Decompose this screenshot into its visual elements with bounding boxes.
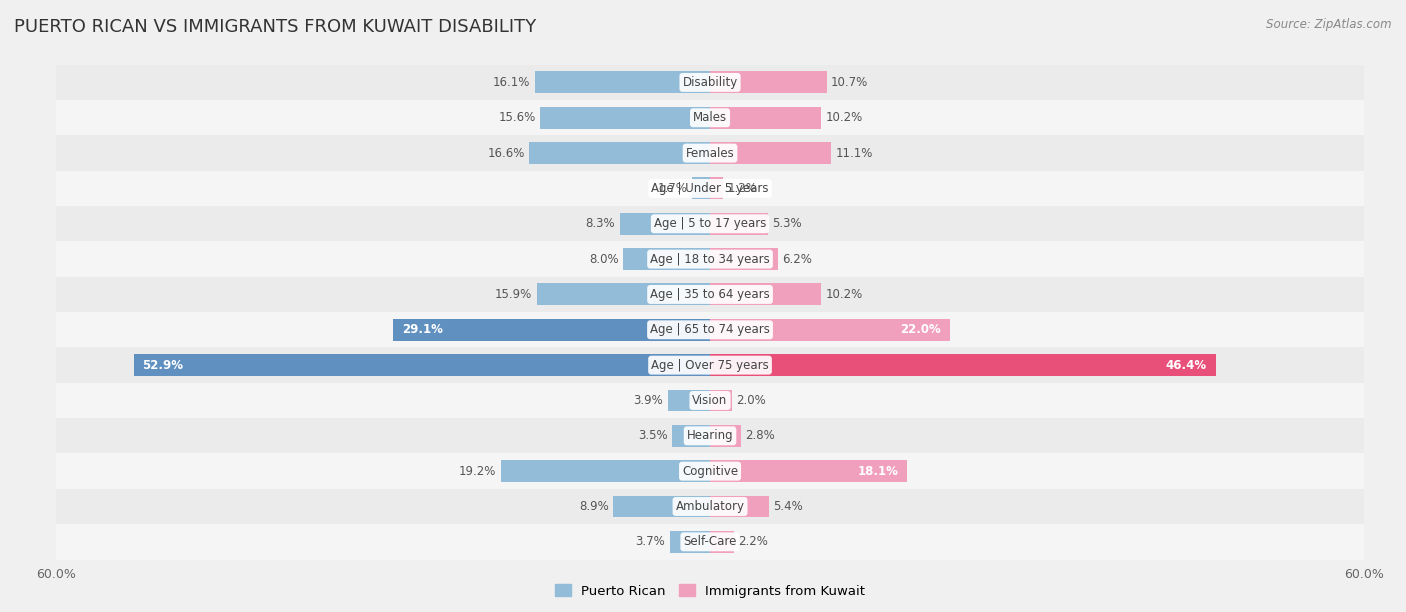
Text: 46.4%: 46.4% [1166,359,1206,371]
Bar [529,142,710,164]
Bar [613,496,710,518]
Text: 15.6%: 15.6% [499,111,536,124]
Bar [710,389,731,411]
Bar [710,72,827,94]
Text: Vision: Vision [692,394,728,407]
Text: 1.2%: 1.2% [727,182,758,195]
Bar [710,496,769,518]
Bar [710,106,821,129]
Bar [710,319,950,341]
Bar [392,319,710,341]
Bar [134,354,710,376]
Text: Age | 35 to 64 years: Age | 35 to 64 years [650,288,770,301]
Bar [668,389,710,411]
Bar [56,418,1364,453]
Text: Age | 65 to 74 years: Age | 65 to 74 years [650,323,770,336]
Bar [710,354,1216,376]
Text: 3.9%: 3.9% [634,394,664,407]
Bar [710,460,907,482]
Text: 18.1%: 18.1% [858,465,898,477]
Bar [537,283,710,305]
Bar [56,100,1364,135]
Text: 2.0%: 2.0% [737,394,766,407]
Bar [710,283,821,305]
Bar [710,425,741,447]
Text: 8.9%: 8.9% [579,500,609,513]
Bar [56,453,1364,489]
Bar [710,213,768,235]
Bar [56,65,1364,100]
Bar [623,248,710,270]
Text: 10.2%: 10.2% [825,288,863,301]
Text: Females: Females [686,147,734,160]
Text: 29.1%: 29.1% [402,323,443,336]
Text: Source: ZipAtlas.com: Source: ZipAtlas.com [1267,18,1392,31]
Text: 3.5%: 3.5% [638,429,668,442]
Text: 10.7%: 10.7% [831,76,869,89]
Text: Age | 5 to 17 years: Age | 5 to 17 years [654,217,766,230]
Bar [56,382,1364,418]
Text: PUERTO RICAN VS IMMIGRANTS FROM KUWAIT DISABILITY: PUERTO RICAN VS IMMIGRANTS FROM KUWAIT D… [14,18,536,36]
Text: Males: Males [693,111,727,124]
Text: 10.2%: 10.2% [825,111,863,124]
Text: Self-Care: Self-Care [683,536,737,548]
Bar [56,489,1364,524]
Bar [56,348,1364,382]
Text: Disability: Disability [682,76,738,89]
Bar [534,72,710,94]
Bar [692,177,710,200]
Bar [56,206,1364,242]
Bar [669,531,710,553]
Text: 22.0%: 22.0% [900,323,941,336]
Text: 8.0%: 8.0% [589,253,619,266]
Bar [710,177,723,200]
Text: 16.1%: 16.1% [494,76,530,89]
Bar [56,277,1364,312]
Legend: Puerto Rican, Immigrants from Kuwait: Puerto Rican, Immigrants from Kuwait [550,579,870,603]
Text: Age | Under 5 years: Age | Under 5 years [651,182,769,195]
Text: Hearing: Hearing [686,429,734,442]
Text: 3.7%: 3.7% [636,536,665,548]
Text: 1.7%: 1.7% [657,182,688,195]
Text: 6.2%: 6.2% [782,253,811,266]
Text: 15.9%: 15.9% [495,288,533,301]
Text: 2.8%: 2.8% [745,429,775,442]
Bar [540,106,710,129]
Bar [56,242,1364,277]
Text: Age | 18 to 34 years: Age | 18 to 34 years [650,253,770,266]
Text: 19.2%: 19.2% [460,465,496,477]
Bar [710,142,831,164]
Text: Cognitive: Cognitive [682,465,738,477]
Bar [56,135,1364,171]
Text: Ambulatory: Ambulatory [675,500,745,513]
Bar [710,248,778,270]
Bar [56,524,1364,559]
Bar [620,213,710,235]
Text: 11.1%: 11.1% [835,147,873,160]
Text: 52.9%: 52.9% [142,359,183,371]
Bar [56,171,1364,206]
Bar [710,531,734,553]
Text: 5.4%: 5.4% [773,500,803,513]
Bar [56,312,1364,348]
Text: 2.2%: 2.2% [738,536,768,548]
Text: Age | Over 75 years: Age | Over 75 years [651,359,769,371]
Text: 16.6%: 16.6% [488,147,524,160]
Text: 5.3%: 5.3% [772,217,801,230]
Bar [501,460,710,482]
Text: 8.3%: 8.3% [586,217,616,230]
Bar [672,425,710,447]
